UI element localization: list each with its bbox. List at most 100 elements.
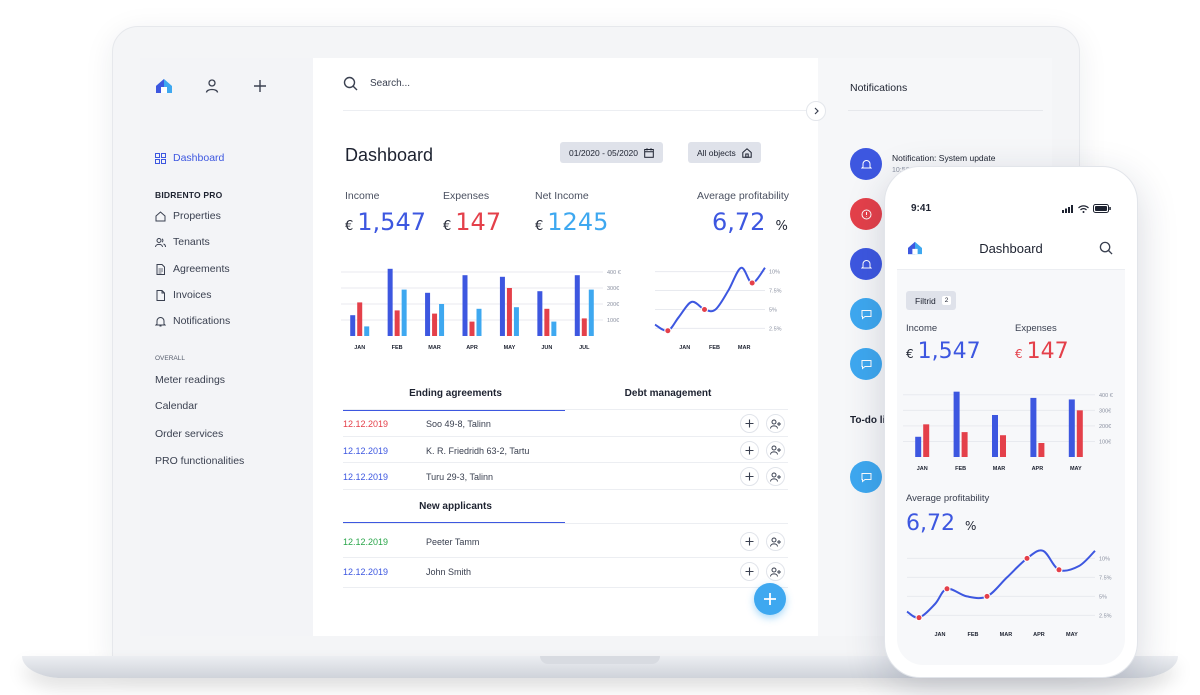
add-button[interactable] [740, 532, 759, 551]
sidebar-item-agreements[interactable]: Agreements [155, 263, 230, 275]
sidebar-item-order-services[interactable]: Order services [155, 428, 223, 440]
x-tick-label: JAN [679, 345, 690, 351]
chat-icon [861, 359, 871, 370]
sidebar-item-properties[interactable]: Properties [155, 210, 221, 222]
phone-content [897, 270, 1125, 665]
notification-avatar[interactable] [850, 198, 882, 230]
bar [923, 424, 930, 457]
x-tick-label: MAR [738, 345, 751, 351]
bar [364, 326, 370, 336]
notification-avatar[interactable] [850, 298, 882, 330]
bar [425, 292, 431, 336]
sidebar-item-pro-functionalities[interactable]: PRO functionalities [155, 455, 244, 467]
tab-debt-management[interactable]: Debt management [624, 388, 712, 399]
notification-avatar[interactable] [850, 348, 882, 380]
row-date: 12.12.2019 [343, 445, 389, 456]
collapse-panel-button[interactable] [806, 101, 826, 121]
bar [953, 391, 960, 457]
plus-icon[interactable] [250, 76, 270, 96]
row-date: 12.12.2019 [343, 419, 389, 429]
bar [462, 275, 468, 336]
sidebar-item-label: Meter readings [155, 374, 226, 386]
filter-button[interactable]: Filtrid 2 [906, 291, 957, 310]
notification-avatar[interactable] [850, 248, 882, 280]
data-point [983, 592, 991, 600]
add-user-icon [770, 567, 781, 577]
search-icon[interactable] [1099, 241, 1113, 260]
divider [343, 488, 788, 490]
sidebar-item-dashboard[interactable]: Dashboard [155, 152, 224, 164]
data-point [664, 327, 672, 335]
x-tick-label: JUN [541, 345, 552, 351]
sidebar-item-notifications[interactable]: Notifications [155, 315, 230, 327]
add-user-button[interactable] [766, 467, 785, 486]
sidebar-item-meter-readings[interactable]: Meter readings [155, 374, 225, 386]
bar [439, 304, 445, 336]
tab-ending-agreements[interactable]: Ending agreements [409, 388, 502, 399]
sidebar-item-label: Tenants [173, 236, 210, 248]
plus-icon [745, 567, 754, 576]
notification-avatar[interactable] [850, 461, 882, 493]
x-tick-label: JUL [579, 345, 590, 351]
sidebar-item-invoices[interactable]: Invoices [155, 289, 212, 301]
date-range-value: 01/2020 - 05/2020 [569, 147, 639, 158]
row-text: Turu 29-3, Talinn [426, 472, 494, 482]
search-bar[interactable]: Search... [343, 76, 410, 91]
plus-icon [745, 537, 754, 546]
add-button[interactable] [740, 440, 759, 460]
search-input[interactable]: Search... [370, 78, 411, 89]
series-line [906, 549, 1096, 619]
sidebar-item-label: Calendar [155, 400, 198, 412]
add-user-button[interactable] [766, 440, 785, 460]
notification-avatar[interactable] [850, 148, 882, 180]
users-icon [155, 237, 166, 247]
x-tick-label: FEB [955, 466, 966, 472]
logo-icon[interactable] [907, 241, 923, 260]
page-title: Dashboard [345, 145, 434, 165]
currency-symbol: € [443, 219, 452, 234]
grid-icon [155, 152, 166, 164]
y-tick-label: 2.5% [769, 326, 782, 332]
add-button[interactable] [740, 562, 759, 581]
bar [469, 321, 475, 336]
x-tick-label: APR [1032, 466, 1044, 472]
chat-icon [861, 309, 871, 320]
bar [506, 288, 512, 336]
add-user-icon [770, 537, 781, 547]
add-button[interactable] [740, 414, 759, 433]
y-tick-label: 2.5% [1099, 613, 1112, 619]
row-date: 12.12.2019 [343, 567, 389, 577]
data-point [748, 279, 756, 287]
main-content: Search... Dashboard 01/2020 - 05/2020 Al… [313, 58, 818, 636]
expenses-value: € 147 [443, 208, 501, 236]
bar [387, 268, 393, 336]
date-range-picker[interactable]: 01/2020 - 05/2020 [560, 142, 664, 163]
user-icon[interactable] [202, 76, 222, 96]
add-button[interactable] [740, 467, 759, 486]
plus-icon [745, 472, 754, 481]
add-user-button[interactable] [766, 562, 785, 581]
y-tick-label: 100€ [607, 318, 619, 324]
add-user-button[interactable] [766, 414, 785, 433]
income-value: € 1,547 [345, 208, 426, 236]
bar [1076, 410, 1083, 457]
sidebar-item-tenants[interactable]: Tenants [155, 236, 210, 248]
sidebar-item-calendar[interactable]: Calendar [155, 400, 198, 412]
y-tick-label: 200€ [607, 302, 619, 308]
notification-title: Notification: System update [892, 153, 996, 163]
expenses-amount: 147 [455, 208, 502, 236]
divider [343, 409, 788, 410]
sidebar-item-label: Order services [155, 428, 224, 440]
logo-icon[interactable] [154, 76, 174, 96]
sidebar-item-label: Dashboard [173, 152, 225, 164]
objects-filter[interactable]: All objects [688, 142, 761, 163]
bar [551, 321, 557, 336]
divider [343, 462, 788, 463]
notifications-title: Notifications [850, 82, 908, 94]
filter-count-badge: 2 [941, 296, 952, 305]
add-fab-button[interactable] [754, 583, 786, 615]
tab-new-applicants[interactable]: New applicants [419, 501, 492, 512]
bar [350, 315, 356, 336]
add-user-button[interactable] [766, 532, 785, 551]
phone-income-label: Income [906, 323, 938, 334]
